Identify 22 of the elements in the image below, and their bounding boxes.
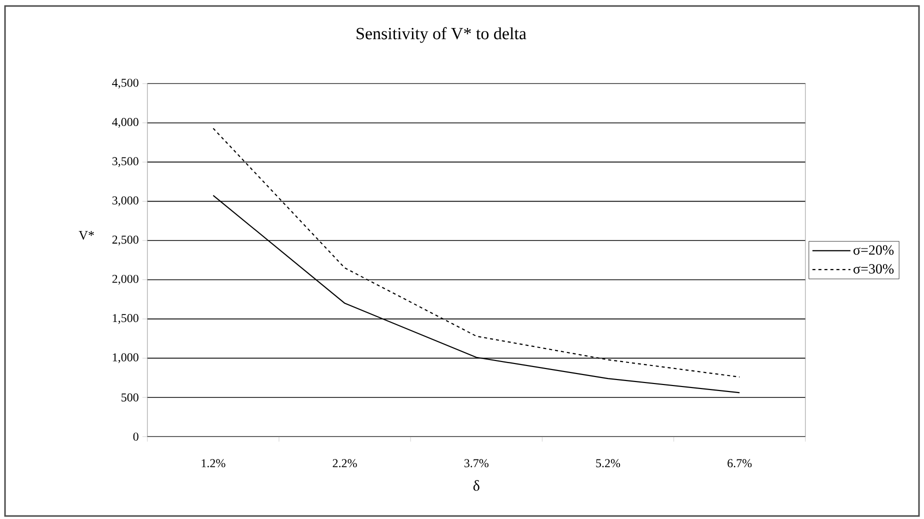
y-axis-title: V* <box>78 231 94 240</box>
y-tick-label: 0 <box>133 432 138 441</box>
y-tick-label: 3,000 <box>112 196 138 206</box>
legend-label: σ=20% <box>854 245 894 255</box>
chart-title: Sensitivity of V* to delta <box>356 27 526 43</box>
y-tick-label: 1,000 <box>112 353 138 364</box>
x-tick-label: 3.7% <box>464 459 488 468</box>
line-series <box>212 194 740 394</box>
x-axis-title: δ <box>473 480 480 491</box>
y-tick-label: 4,000 <box>112 118 138 128</box>
y-tick-label: 2,000 <box>112 274 138 285</box>
y-tick-label: 500 <box>122 393 138 402</box>
line-series <box>212 128 740 378</box>
x-tick-label: 1.2% <box>202 459 226 468</box>
x-tick-label: 5.2% <box>596 459 620 468</box>
y-tick-label: 4,500 <box>112 78 138 89</box>
x-tick-label: 2.2% <box>332 459 357 468</box>
legend-label: σ=30% <box>854 264 894 274</box>
y-tick-label: 2,500 <box>112 236 138 246</box>
y-tick-label: 3,500 <box>112 157 138 167</box>
x-tick-label: 6.7% <box>728 459 752 468</box>
y-tick-label: 1,500 <box>112 314 138 324</box>
